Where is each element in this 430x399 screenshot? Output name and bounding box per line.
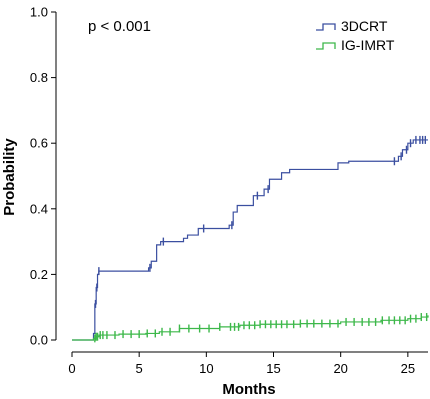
legend-label: 3DCRT — [341, 18, 388, 34]
legend-swatch — [316, 23, 336, 31]
legend: 3DCRT IG-IMRT — [316, 18, 395, 53]
x-ticks: 0 5 10 15 20 25 — [68, 352, 415, 376]
axes: 0 5 10 15 20 25 0.0 0.2 0.4 0.6 0.8 1.0 — [30, 5, 428, 376]
y-tick-label: 1.0 — [30, 5, 48, 20]
y-tick-label: 0.4 — [30, 201, 48, 216]
series-3dcrt — [72, 135, 428, 341]
legend-label: IG-IMRT — [341, 37, 395, 53]
x-tick-label: 25 — [401, 361, 415, 376]
series-ig-imrt — [72, 313, 429, 343]
x-tick-label: 0 — [68, 361, 75, 376]
y-tick-label: 0.0 — [30, 333, 48, 348]
x-tick-label: 15 — [266, 361, 280, 376]
x-tick-label: 5 — [136, 361, 143, 376]
legend-swatch — [316, 42, 336, 50]
x-axis-title: Months — [222, 381, 275, 398]
p-value-annotation: p < 0.001 — [88, 18, 151, 35]
series-layer — [72, 135, 429, 343]
x-tick-label: 20 — [333, 361, 347, 376]
y-axis-title: Probability — [1, 138, 18, 216]
y-tick-label: 0.8 — [30, 70, 48, 85]
series-line — [72, 139, 428, 341]
y-ticks: 0.0 0.2 0.4 0.6 0.8 1.0 — [30, 5, 56, 348]
y-tick-label: 0.2 — [30, 267, 48, 282]
y-tick-label: 0.6 — [30, 136, 48, 151]
x-tick-label: 10 — [199, 361, 213, 376]
